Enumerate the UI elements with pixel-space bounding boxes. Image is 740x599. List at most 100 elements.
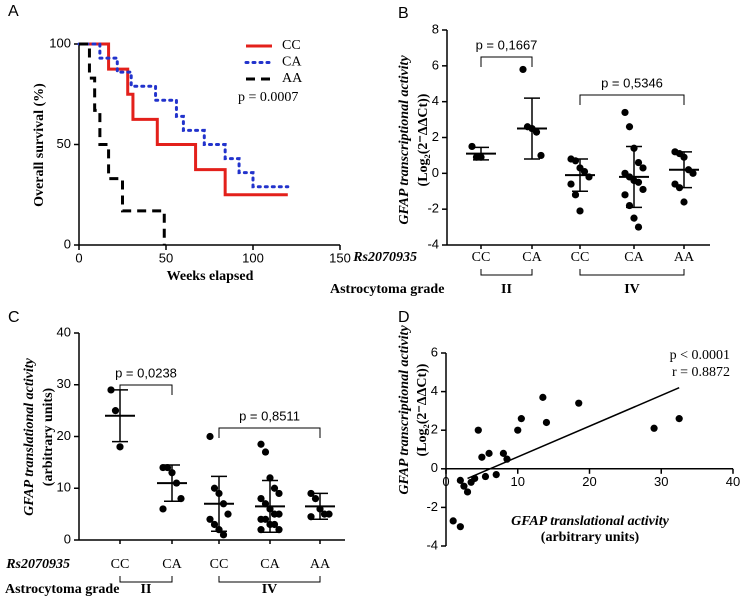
group-label: II xyxy=(501,282,512,297)
data-point xyxy=(159,505,167,513)
group-bracket xyxy=(480,269,533,276)
y-tick-label: 20 xyxy=(57,428,71,443)
data-point xyxy=(275,526,283,534)
group-label: II xyxy=(141,582,152,597)
data-point xyxy=(639,185,647,194)
y-tick-label: 10 xyxy=(57,480,71,495)
y-axis-label: (Log₂(2⁻ΔΔCt)) xyxy=(416,93,431,186)
category-label: AA xyxy=(674,250,695,265)
data-point xyxy=(567,180,575,188)
data-point xyxy=(621,191,629,199)
annotation: p = 0.0007 xyxy=(238,90,298,105)
data-point xyxy=(499,449,507,457)
x-tick-label: 30 xyxy=(654,474,668,489)
sd-bar xyxy=(262,479,278,533)
data-point xyxy=(571,191,580,199)
y-axis-label: GFAP translational activity xyxy=(22,357,37,515)
data-point xyxy=(680,198,688,206)
category-title: Rs2070935 xyxy=(352,250,417,265)
data-point xyxy=(257,495,265,503)
x-axis-label: Weeks elapsed xyxy=(167,269,254,284)
group-bracket xyxy=(119,576,173,583)
legend-label: AA xyxy=(282,71,303,86)
category-label: CC xyxy=(571,250,590,265)
sd-bar xyxy=(312,492,328,521)
data-point xyxy=(270,484,279,492)
category-label: CA xyxy=(260,557,280,572)
data-point xyxy=(219,531,228,539)
data-point xyxy=(206,515,214,523)
y-tick-label: 2 xyxy=(431,422,438,437)
x-tick-label: 20 xyxy=(582,474,596,489)
y-tick-label: 100 xyxy=(49,35,71,50)
y-tick-label: 6 xyxy=(432,57,439,72)
category-label: CA xyxy=(162,557,182,572)
category-label: CA xyxy=(624,250,644,265)
y-axis-label: GFAP transcriptional activity xyxy=(397,55,412,225)
data-point xyxy=(266,474,274,482)
data-point xyxy=(517,415,525,423)
data-point xyxy=(257,526,265,534)
y-axis-label: Overall survival (%) xyxy=(32,83,47,207)
data-point xyxy=(177,495,185,503)
data-point xyxy=(261,515,270,523)
data-point xyxy=(625,123,634,131)
x-tick-label: 0 xyxy=(442,474,449,489)
y-axis-label: (Log₂(2⁻ΔΔCt)) xyxy=(415,363,430,456)
y-tick-label: 0 xyxy=(64,236,71,251)
group-title: Astrocytoma grade xyxy=(5,582,119,597)
sd-bar xyxy=(572,158,588,192)
data-point xyxy=(537,151,545,160)
y-tick-label: 6 xyxy=(431,344,438,359)
data-point xyxy=(224,510,232,518)
y-tick-label: 0 xyxy=(431,460,438,475)
category-label: CC xyxy=(472,250,491,265)
data-point xyxy=(492,470,500,479)
comparison-bracket xyxy=(579,94,685,105)
group-label: IV xyxy=(624,282,640,297)
x-axis-label: GFAP translational activity xyxy=(511,514,669,529)
category-label: CC xyxy=(111,557,130,572)
y-tick-label: 40 xyxy=(57,324,71,339)
x-tick-label: 40 xyxy=(726,474,740,489)
data-point xyxy=(639,164,647,172)
y-axis-label: (arbitrary units) xyxy=(41,387,56,486)
sd-bar xyxy=(164,464,180,502)
data-point xyxy=(275,489,283,498)
y-tick-label: 0 xyxy=(432,165,439,180)
data-point xyxy=(325,510,333,518)
data-point xyxy=(575,399,583,407)
data-point xyxy=(307,489,315,498)
data-point xyxy=(481,472,490,481)
data-point xyxy=(456,523,464,531)
data-point xyxy=(275,510,283,518)
sd-bar xyxy=(524,97,540,160)
annotation: p < 0.0001 xyxy=(670,348,730,363)
x-tick-label: 150 xyxy=(329,250,351,265)
y-tick-label: 50 xyxy=(57,136,71,151)
sd-bar xyxy=(676,151,692,189)
comparison-bracket xyxy=(218,427,321,438)
data-point xyxy=(311,495,320,503)
survival-curve xyxy=(79,42,166,245)
y-tick-label: -2 xyxy=(427,201,439,216)
data-point xyxy=(542,418,551,427)
data-point xyxy=(539,393,547,401)
data-point xyxy=(580,167,589,176)
legend-label: CC xyxy=(282,38,301,53)
panel-letter: A xyxy=(8,3,19,20)
data-point xyxy=(270,520,279,529)
comparison-label: p = 0,8511 xyxy=(239,408,300,423)
y-tick-label: -4 xyxy=(427,236,439,251)
comparison-bracket xyxy=(119,384,173,395)
x-tick-label: 50 xyxy=(159,250,173,265)
y-tick-label: -2 xyxy=(426,499,438,514)
data-point xyxy=(456,476,464,484)
panel-letter: C xyxy=(8,309,20,326)
sd-bar xyxy=(626,145,642,209)
legend-label: CA xyxy=(282,55,302,70)
data-point xyxy=(576,207,584,215)
data-point xyxy=(485,449,493,457)
data-point xyxy=(630,214,638,222)
